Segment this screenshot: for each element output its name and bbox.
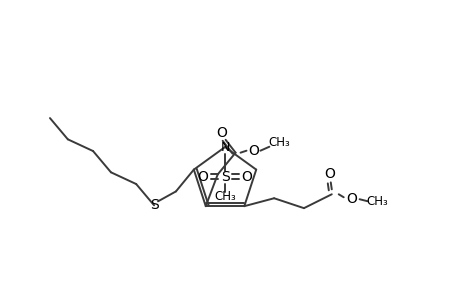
Text: O: O bbox=[197, 170, 208, 184]
Text: CH₃: CH₃ bbox=[366, 195, 387, 208]
Text: S: S bbox=[149, 198, 158, 212]
Text: CH₃: CH₃ bbox=[214, 190, 235, 203]
Text: O: O bbox=[241, 170, 252, 184]
Text: CH₃: CH₃ bbox=[268, 136, 290, 149]
Text: O: O bbox=[324, 167, 335, 182]
Text: O: O bbox=[247, 144, 258, 158]
Text: O: O bbox=[346, 192, 356, 206]
Text: S: S bbox=[220, 170, 229, 184]
Text: O: O bbox=[216, 126, 227, 140]
Text: N: N bbox=[220, 140, 229, 154]
